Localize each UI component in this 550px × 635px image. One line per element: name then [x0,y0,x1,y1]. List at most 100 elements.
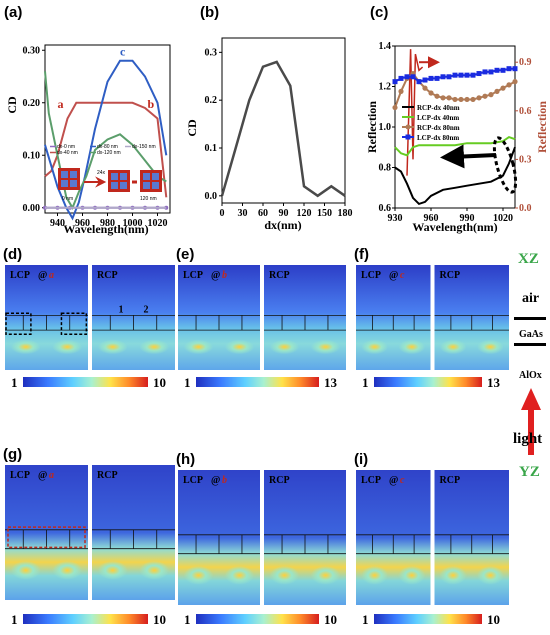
ytick-right-label-c: 0.6 [519,106,532,117]
panel-label-f: (f) [354,246,369,263]
alox-label: AlOx [519,370,542,381]
colorbar-max-d: 10 [153,375,166,390]
colorbar-e [196,377,319,387]
series-point-c [398,75,404,81]
ytick-label-b: 0.0 [205,191,218,202]
field-hotspot [183,565,214,585]
gaas-label: GaAs [519,329,543,340]
colorbar-f [374,377,482,387]
colorbar-max-f: 13 [487,375,501,390]
field-hotspot [439,339,467,355]
colorbar-min-g: 1 [11,612,18,627]
field-hotspot [310,339,341,355]
inset-cell [152,182,159,189]
xz-label: XZ [518,251,539,267]
series-line-a [44,71,167,211]
lcp-title-g: LCP [10,470,30,481]
colorbar-min-h: 1 [184,612,191,627]
dashed-ellipse-c [492,136,518,194]
series-point-c [440,95,446,101]
field-hotspot [183,339,214,355]
mark-i: c [400,475,405,486]
ytick-label-c: 1.4 [379,41,392,52]
light-arrow-head [521,388,541,410]
panel-label-e: (e) [176,246,194,263]
rcp-title-e: RCP [269,270,290,281]
mark-d: a [49,270,54,281]
xtick-label-c: 990 [460,213,475,224]
xtick-label-a: 1000 [123,218,143,229]
series-point-c [392,104,398,111]
ytick-label-b: 0.2 [205,95,218,106]
inset-cell [61,171,68,178]
annot-a: a [58,97,64,111]
at-symbol-h: @ [211,475,220,486]
annot-c: c [120,45,126,59]
chart-c: 0.6 0.8 1.0 1.2 1.4 0.0 0.3 0.6 0.9 930 960 990 1020… [365,41,549,234]
legend-label-c: LCP-dx 80nm [417,134,459,142]
panel-label-h: (h) [176,451,195,468]
ytick-label-b: 0.3 [205,47,218,58]
series-point-c [500,85,506,91]
series-point-c [392,79,398,85]
lcp-title-h: LCP [183,475,203,486]
field-hotspot [439,565,467,585]
colorbar-h [196,614,319,624]
field-hotspot [269,339,300,355]
xtick-label-a: 980 [100,218,115,229]
series-point-c [452,96,458,103]
extra-curve-c [406,49,424,176]
mode-label-1: 1 [119,304,124,315]
xtick-label-c: 1020 [493,213,513,224]
xtick-label-b: 30 [238,208,248,219]
at-symbol-d: @ [38,270,47,281]
ytick-label-a: 0.30 [23,45,41,56]
panel-label-g: (g) [3,446,22,463]
legend-label-c: RCP-dx 80nm [417,124,460,132]
field-hotspot [398,565,426,585]
series-point-c [434,75,440,81]
inset-cell [143,173,150,180]
inset-cell [143,182,150,189]
ytick-right-label-c: 0.3 [519,154,532,165]
series-point-c [506,66,512,72]
colorbar-max-i: 10 [487,612,500,627]
field-hotspot [476,565,504,585]
inset-cell [70,171,77,178]
lcp-title-f: LCP [361,270,381,281]
series-point-c [482,69,488,75]
inset-cell [70,180,77,187]
series-point-c [470,72,476,78]
inset-cell [111,182,118,189]
ytick-label-a: 0.10 [23,150,41,161]
series-point-c [434,93,440,99]
series-point-c [398,88,404,94]
mark-e: b [222,270,227,281]
lcp-title-d: LCP [10,270,30,281]
legend-label-c: RCP-dx 40nm [417,104,460,112]
series-line-a [44,59,168,221]
yz-label: YZ [519,464,540,480]
legend-label-c: LCP-dx 40nm [417,114,459,122]
rcp-title-i: RCP [440,475,461,486]
field-hotspot [310,565,341,585]
light-label: light [513,431,542,447]
field-hotspot [10,560,41,580]
inset-cell [111,173,118,180]
chart-a: 0.00 0.10 0.20 0.30 940 960 980 1000 1020Wavelen… [5,44,171,236]
field-hotspot [398,339,426,355]
at-symbol-g: @ [38,470,47,481]
field-hotspot [97,339,128,355]
inset-cell [120,182,127,189]
xlabel-a: Wavelength(nm) [63,222,148,236]
rcp-title-h: RCP [269,475,290,486]
colorbar-i [374,614,482,624]
ytick-label-b: 0.1 [205,143,218,154]
at-symbol-e: @ [211,270,220,281]
colorbar-max-e: 13 [324,375,338,390]
ylabel-right-c: Reflection [535,101,549,153]
ytick-label-c: 0.8 [379,163,392,174]
series-point-c [428,90,434,96]
mark-h: b [222,475,227,486]
